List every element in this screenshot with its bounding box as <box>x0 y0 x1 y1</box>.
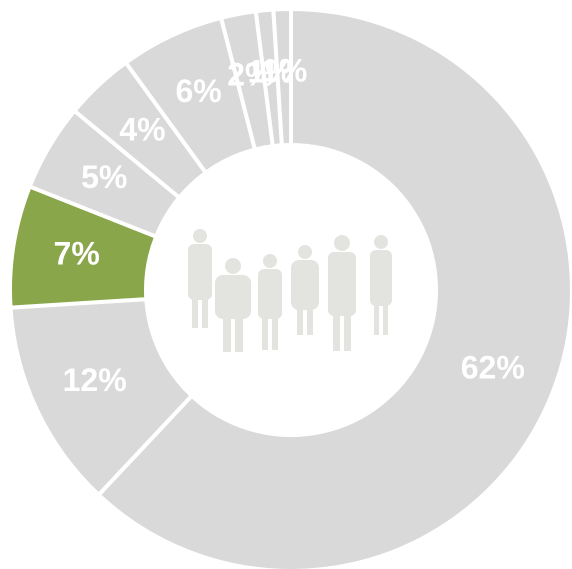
value-label: 1% <box>261 53 307 89</box>
slice <box>8 296 195 498</box>
value-label: 5% <box>81 159 127 195</box>
value-label: 1% <box>247 53 293 89</box>
slice <box>271 6 293 148</box>
value-label: 7% <box>54 236 100 272</box>
value-label: 6% <box>175 73 221 109</box>
slice <box>95 6 572 569</box>
people-icon <box>188 229 392 352</box>
value-label: 62% <box>461 349 525 385</box>
value-label: 12% <box>63 362 127 398</box>
value-label: 2% <box>227 56 273 92</box>
value-label: 4% <box>119 111 165 147</box>
